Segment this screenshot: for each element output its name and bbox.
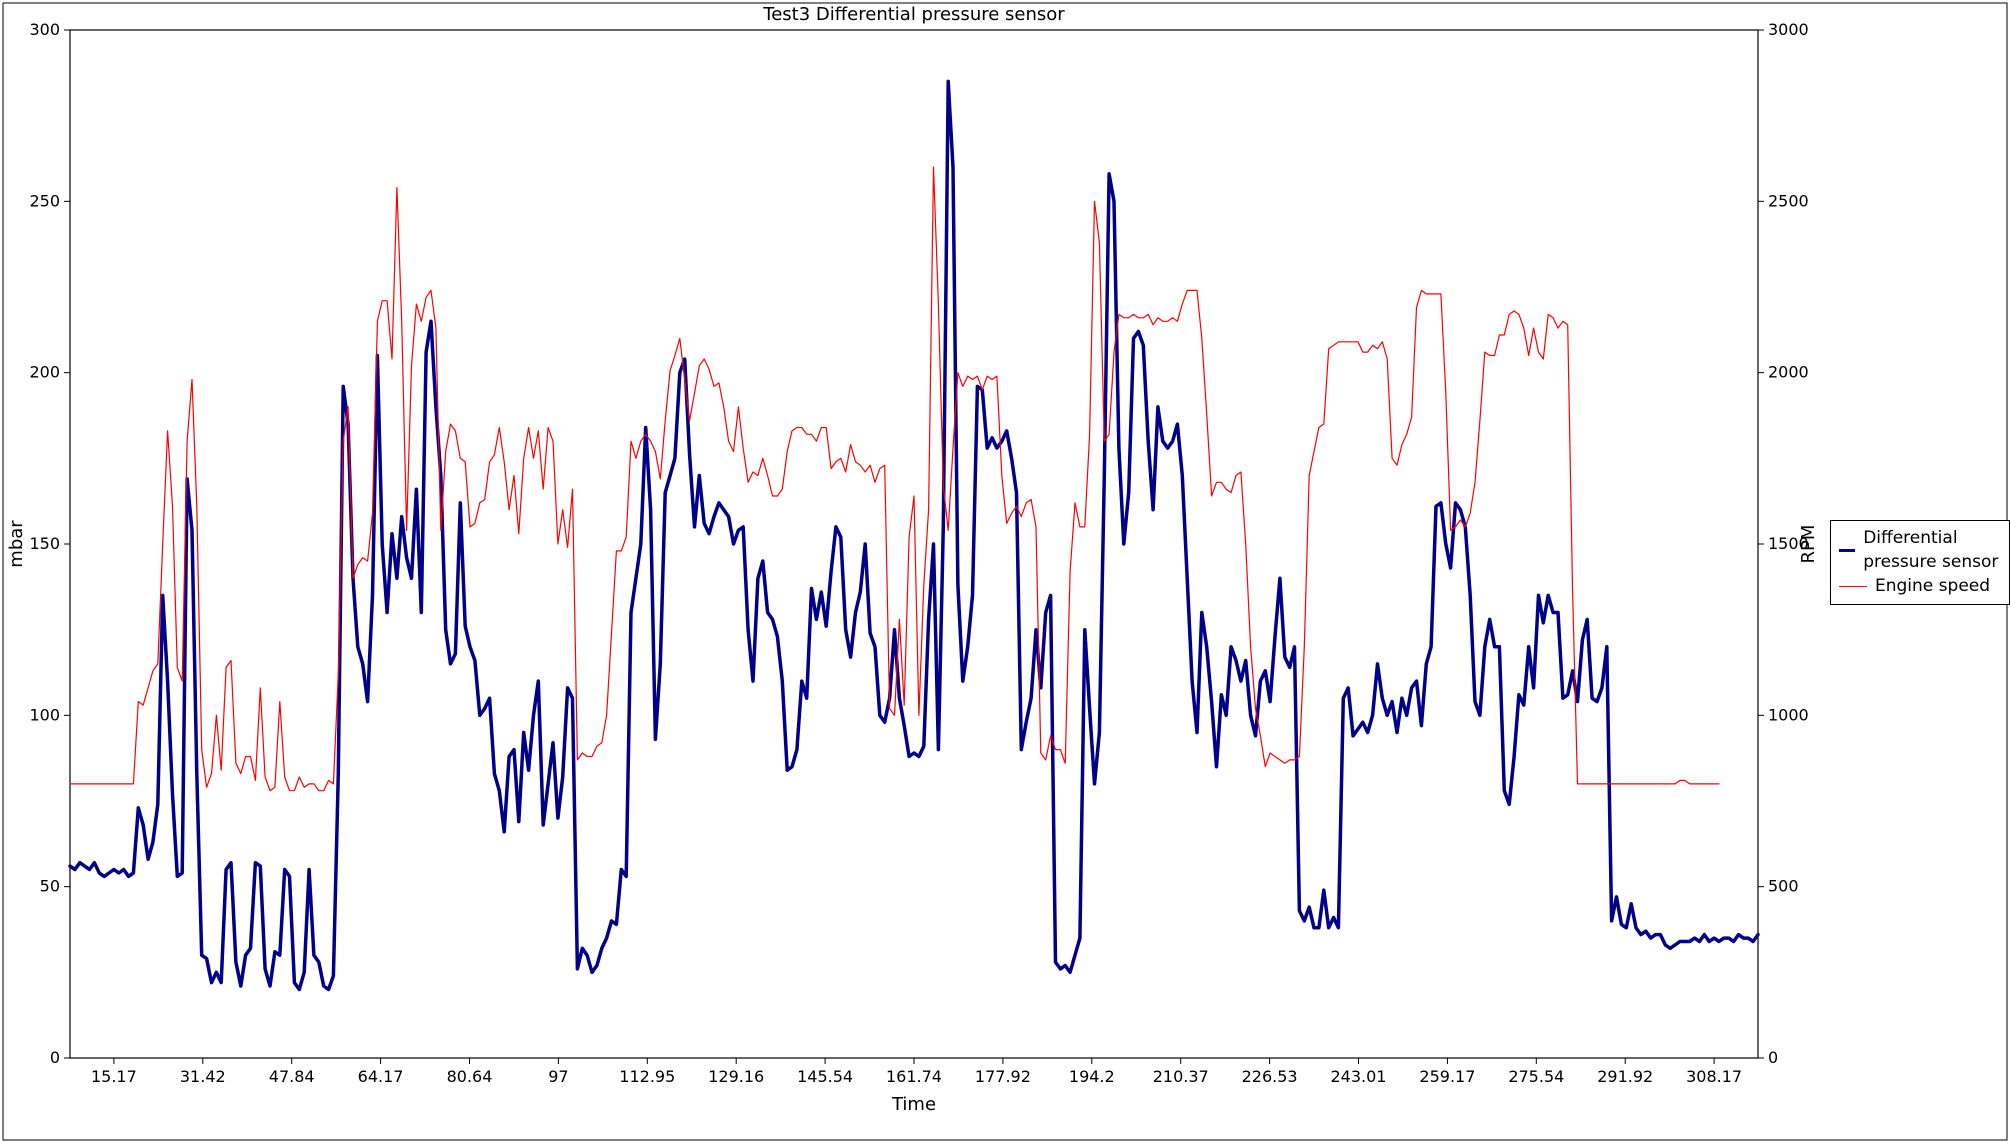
legend-label: Differential pressure sensor xyxy=(1863,527,1999,575)
y1-axis-label: mbar xyxy=(6,520,27,568)
x-tick-label: 177.92 xyxy=(975,1067,1031,1086)
x-tick-label: 97 xyxy=(548,1067,568,1086)
legend-swatch xyxy=(1839,586,1867,587)
x-tick-label: 80.64 xyxy=(447,1067,493,1086)
series-engine-speed xyxy=(70,167,1719,791)
y2-tick-label: 500 xyxy=(1768,877,1799,896)
y2-tick-label: 0 xyxy=(1768,1048,1778,1067)
y1-tick-label: 50 xyxy=(40,877,60,896)
x-tick-label: 259.17 xyxy=(1419,1067,1475,1086)
y1-tick-label: 200 xyxy=(29,363,60,382)
x-tick-label: 161.74 xyxy=(886,1067,942,1086)
chart-svg: Test3 Differential pressure sensor 0 50 100… xyxy=(0,0,2010,1143)
legend-swatch xyxy=(1839,549,1855,552)
x-axis-label: Time xyxy=(891,1094,936,1115)
y2-axis-label: RPM xyxy=(1798,525,1819,564)
legend: Differential pressure sensorEngine speed xyxy=(1830,520,2010,605)
x-tick-label: 129.16 xyxy=(708,1067,764,1086)
x-tick-label: 291.92 xyxy=(1597,1067,1653,1086)
x-tick-label: 112.95 xyxy=(619,1067,675,1086)
x-tick-label: 31.42 xyxy=(180,1067,226,1086)
y1-tick-label: 100 xyxy=(29,705,60,724)
y1-tick-label: 250 xyxy=(29,191,60,210)
x-tick-label: 64.17 xyxy=(358,1067,404,1086)
y2-tick-label: 2000 xyxy=(1768,363,1809,382)
y1-tick-label: 300 xyxy=(29,20,60,39)
plot-area xyxy=(70,30,1758,1058)
y1-tick-label: 150 xyxy=(29,534,60,553)
x-tick-label: 47.84 xyxy=(269,1067,315,1086)
y1-tick-label: 0 xyxy=(50,1048,60,1067)
chart-title: Test3 Differential pressure sensor xyxy=(762,4,1065,25)
chart-container: Test3 Differential pressure sensor 0 50 100… xyxy=(0,0,2010,1143)
legend-label: Engine speed xyxy=(1875,575,1990,599)
legend-item: Engine speed xyxy=(1839,575,1999,599)
x-tick-label: 210.37 xyxy=(1153,1067,1209,1086)
x-tick-label: 194.2 xyxy=(1069,1067,1115,1086)
x-tick-label: 15.17 xyxy=(91,1067,137,1086)
x-tick-label: 308.17 xyxy=(1686,1067,1742,1086)
y2-tick-label: 1000 xyxy=(1768,705,1809,724)
series-differential-pressure-sensor xyxy=(70,81,1758,989)
y2-tick-label: 3000 xyxy=(1768,20,1809,39)
legend-item: Differential pressure sensor xyxy=(1839,527,1999,575)
x-tick-label: 226.53 xyxy=(1242,1067,1298,1086)
x-tick-label: 145.54 xyxy=(797,1067,853,1086)
x-tick-label: 275.54 xyxy=(1508,1067,1564,1086)
y2-tick-label: 2500 xyxy=(1768,191,1809,210)
x-tick-label: 243.01 xyxy=(1331,1067,1387,1086)
